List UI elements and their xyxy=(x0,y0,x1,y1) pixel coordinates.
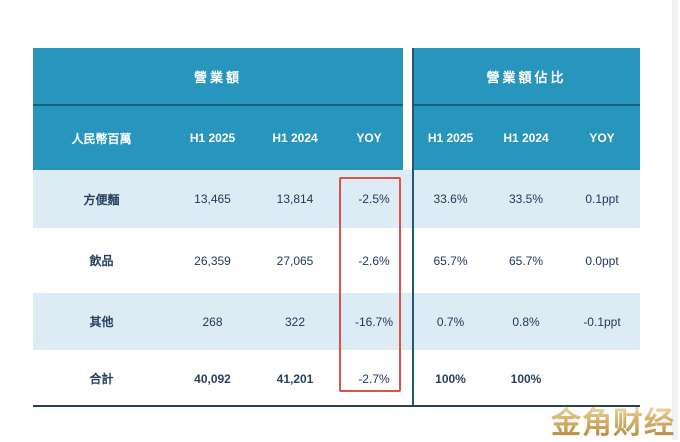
col-header-share-h1-2025: H1 2025 xyxy=(427,131,474,145)
cell-rev-h1-2025: 40,092 xyxy=(194,371,231,386)
table-bottom-border xyxy=(33,405,640,407)
cell-rev-h1-2025: 26,359 xyxy=(194,253,231,268)
group-header-share-label: 營業額佔比 xyxy=(413,48,640,106)
group-header-revenue-label: 營業額 xyxy=(33,48,403,106)
col-header-rev-h1-2025: H1 2025 xyxy=(189,131,236,145)
table-body: 方便麵 13,465 13,814 -2.5% 33.6% 33.5% 0.1p… xyxy=(33,170,640,407)
cell-rev-h1-2024: 27,065 xyxy=(276,253,314,268)
share-column-headers: H1 2025 H1 2024 YOY xyxy=(413,106,640,170)
cell-rev-yoy: -2.5% xyxy=(358,192,390,206)
cell-rev-h1-2025: 268 xyxy=(202,314,223,329)
cell-rev-h1-2024: 13,814 xyxy=(276,192,314,206)
table-row-noodles: 方便麵 13,465 13,814 -2.5% 33.6% 33.5% 0.1p… xyxy=(33,170,640,228)
table-row-beverages: 飲品 26,359 27,065 -2.6% 65.7% 65.7% 0.0pp… xyxy=(33,228,640,293)
cell-rev-h1-2024: 322 xyxy=(284,314,306,329)
table-section-divider xyxy=(412,48,414,405)
cell-share-h1-2024: 65.7% xyxy=(508,253,544,268)
watermark-jinjiao-finance: 金角财经 xyxy=(551,398,675,442)
table-row-others: 其他 268 322 -16.7% 0.7% 0.8% -0.1ppt xyxy=(33,293,640,350)
cell-rev-yoy: -2.6% xyxy=(358,253,390,268)
screenshot-edge-artifact xyxy=(672,0,678,440)
cell-share-h1-2024: 100% xyxy=(510,371,542,386)
cell-share-h1-2024: 0.8% xyxy=(512,314,540,329)
cell-rev-h1-2024: 41,201 xyxy=(276,371,314,386)
col-header-rev-yoy: YOY xyxy=(356,131,382,145)
cell-share-h1-2025: 65.7% xyxy=(433,253,468,268)
cell-share-h1-2024: 33.5% xyxy=(508,192,544,206)
table-row-total: 合計 40,092 41,201 -2.7% 100% 100% xyxy=(33,350,640,407)
col-header-share-h1-2024: H1 2024 xyxy=(503,131,549,145)
revenue-column-headers: 人民幣百萬 H1 2025 H1 2024 YOY xyxy=(33,106,403,170)
financial-table: 營業額 人民幣百萬 H1 2025 H1 2024 YOY 營業額佔比 H1 2… xyxy=(33,48,640,407)
row-label: 其他 xyxy=(89,315,114,329)
row-label: 飲品 xyxy=(89,254,114,268)
cell-rev-h1-2025: 13,465 xyxy=(194,192,231,206)
row-label: 合計 xyxy=(89,372,114,386)
cell-share-yoy: 0.1ppt xyxy=(585,192,619,206)
cell-share-h1-2025: 0.7% xyxy=(436,314,465,329)
cell-rev-yoy: -16.7% xyxy=(354,314,394,329)
cell-share-yoy: -0.1ppt xyxy=(583,314,621,329)
header-group-revenue: 營業額 人民幣百萬 H1 2025 H1 2024 YOY xyxy=(33,48,403,170)
col-header-rev-h1-2024: H1 2024 xyxy=(272,131,318,145)
header-group-share: 營業額佔比 H1 2025 H1 2024 YOY xyxy=(413,48,640,170)
col-header-share-yoy: YOY xyxy=(589,131,615,145)
cell-share-h1-2025: 100% xyxy=(435,371,466,386)
cell-share-yoy: 0.0ppt xyxy=(585,253,619,268)
row-label: 方便麵 xyxy=(83,192,120,207)
cell-share-h1-2025: 33.6% xyxy=(433,192,468,206)
unit-label: 人民幣百萬 xyxy=(71,131,132,146)
cell-rev-yoy: -2.7% xyxy=(358,371,390,386)
